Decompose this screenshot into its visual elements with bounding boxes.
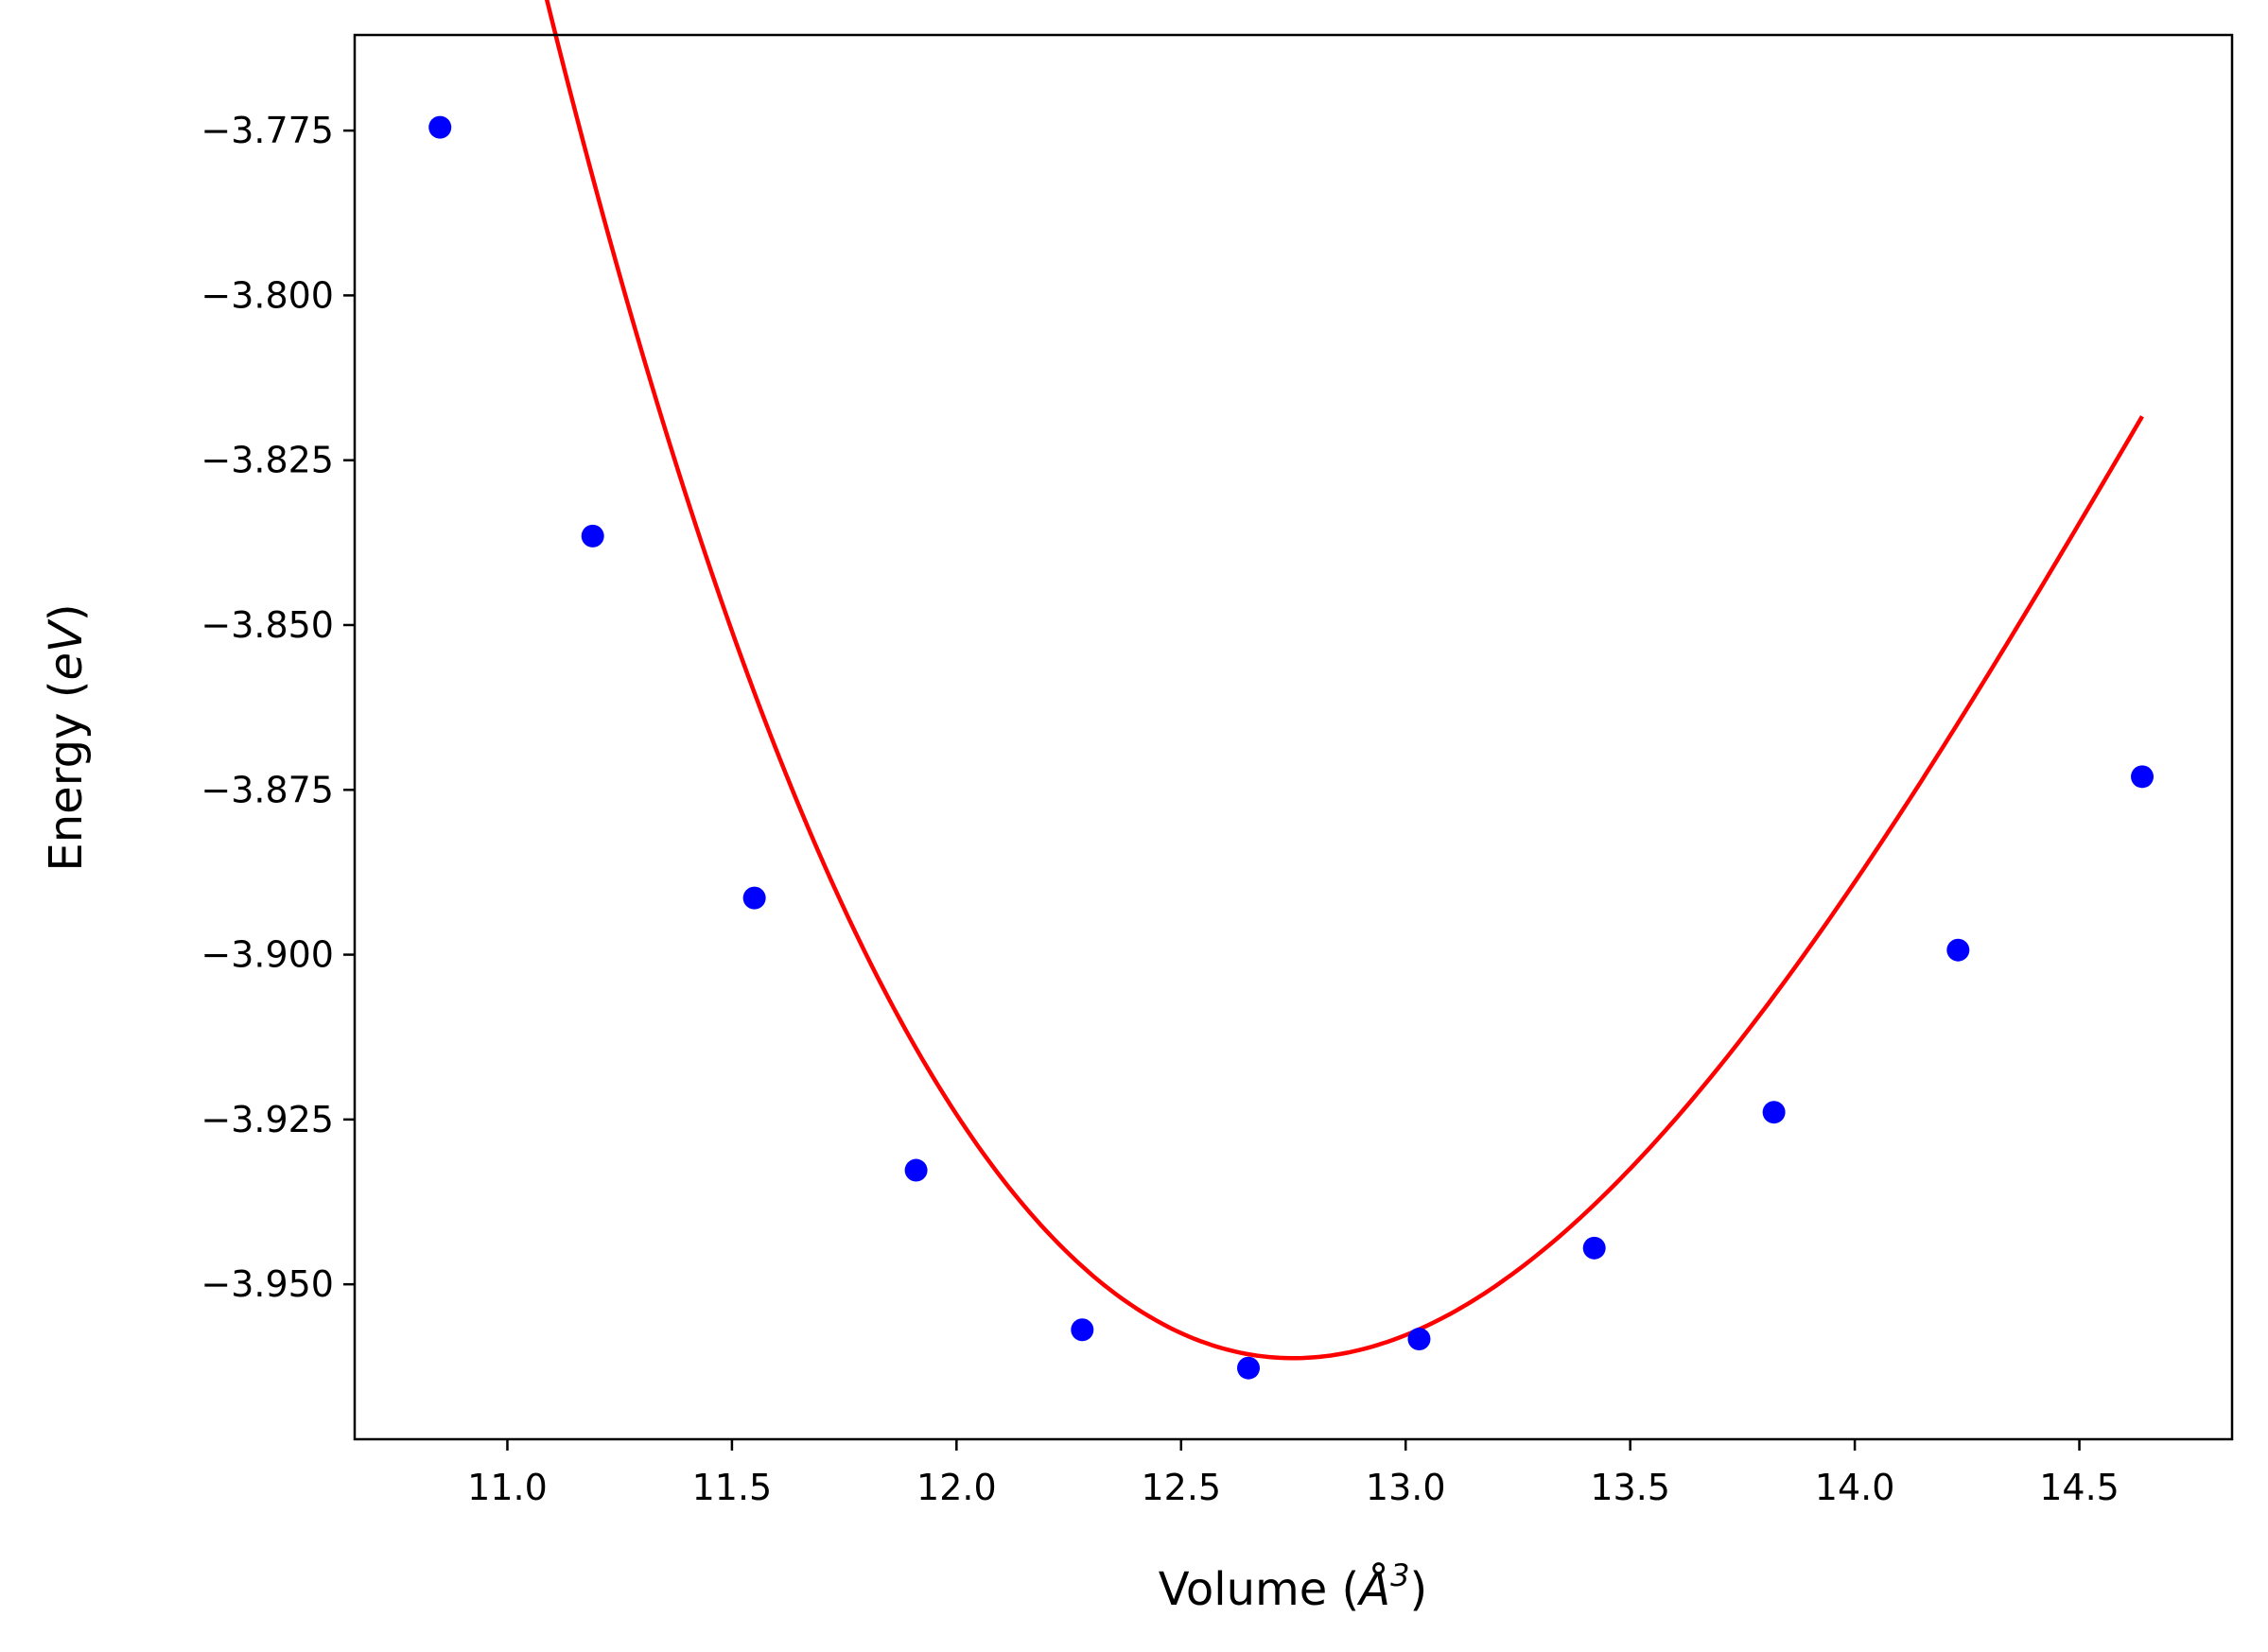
x-tick-label: 12.0 [916, 1467, 997, 1508]
y-axis-title-prefix: Energy ( [40, 681, 93, 872]
data-point [581, 524, 604, 548]
x-tick-label: 14.5 [2039, 1467, 2120, 1508]
data-point [1946, 938, 1970, 962]
data-point [1582, 1236, 1606, 1260]
y-tick-label: −3.875 [201, 769, 334, 810]
data-point [1237, 1356, 1261, 1380]
x-tick-label: 13.5 [1590, 1467, 1670, 1508]
data-points-layer [428, 115, 2155, 1380]
y-axis-title: Energy (eV) [40, 603, 93, 871]
y-axis-title-suffix: ) [40, 603, 93, 621]
x-tick-label: 11.0 [467, 1467, 548, 1508]
x-axis-title-suffix: ) [1409, 1563, 1427, 1616]
data-point [1407, 1328, 1431, 1351]
plot-area [355, 35, 2232, 1439]
data-point [904, 1158, 928, 1182]
x-tick-label: 14.0 [1815, 1467, 1895, 1508]
data-point [1762, 1101, 1786, 1124]
y-tick-label: −3.900 [201, 934, 334, 976]
y-axis-ticks: −3.775 −3.800 −3.825 −3.850 −3.875 −3.900 −3.9… [201, 110, 355, 1305]
x-axis-title: Volume (Å3) [1159, 1557, 1427, 1616]
x-tick-label: 13.0 [1366, 1467, 1446, 1508]
y-tick-label: −3.825 [201, 440, 334, 481]
y-tick-label: −3.925 [201, 1099, 334, 1140]
y-tick-label: −3.775 [201, 110, 334, 151]
y-axis-title-unit: eV [40, 618, 93, 681]
x-axis-title-prefix: Volume ( [1159, 1563, 1360, 1616]
y-tick-label: −3.950 [201, 1263, 334, 1305]
x-axis-ticks: 11.0 11.5 12.0 12.5 13.0 13.5 14.0 14.5 [467, 1439, 2120, 1508]
data-point [2131, 765, 2155, 789]
x-tick-label: 12.5 [1141, 1467, 1221, 1508]
x-axis-title-superscript: 3 [1390, 1557, 1409, 1593]
y-tick-label: −3.800 [201, 274, 334, 316]
data-point [428, 115, 452, 139]
x-axis-title-symbol: Å [1356, 1562, 1390, 1616]
plot-frame [353, 33, 2234, 1441]
fit-curve-line [544, 0, 2144, 1361]
x-tick-label: 11.5 [692, 1467, 773, 1508]
y-tick-label: −3.850 [201, 604, 334, 646]
data-point [742, 886, 766, 910]
fit-curve-layer [544, 0, 2144, 1361]
data-point [1071, 1318, 1094, 1342]
